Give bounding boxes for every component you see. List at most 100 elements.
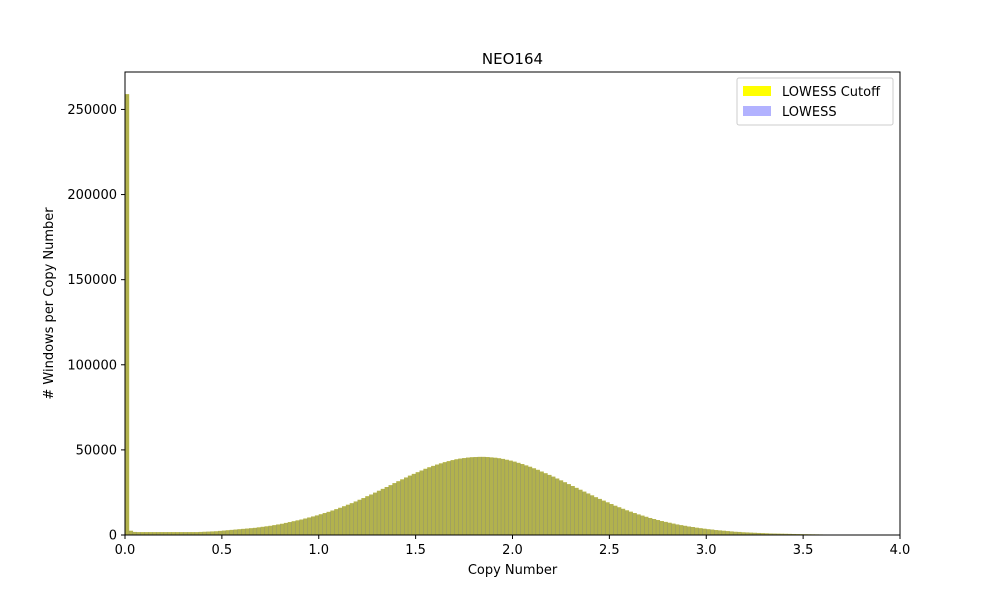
histogram-bar (605, 502, 610, 535)
histogram-bar (586, 493, 591, 535)
histogram-bar (574, 487, 579, 535)
histogram-bar (454, 459, 459, 535)
histogram-bar (671, 523, 676, 535)
histogram-bar (225, 530, 230, 535)
histogram-bar (342, 506, 347, 535)
histogram-bar (404, 477, 409, 535)
histogram-bar (655, 520, 661, 535)
histogram-bar (156, 532, 161, 535)
histogram-bar (791, 533, 796, 535)
histogram-bar (291, 521, 296, 535)
histogram-bar (276, 524, 281, 535)
x-tick-label: 1.0 (308, 543, 329, 558)
histogram-bar (497, 458, 502, 535)
histogram-bar (167, 532, 172, 535)
histogram-bar (582, 491, 587, 535)
histogram-bar (148, 532, 153, 535)
histogram-bar (605, 502, 610, 535)
histogram-bar (411, 473, 416, 535)
histogram-bar (287, 522, 292, 535)
histogram-bar (233, 529, 238, 535)
histogram-bar (214, 531, 219, 535)
histogram-bar (725, 531, 730, 535)
histogram-bar (206, 531, 211, 535)
histogram-bar (621, 508, 626, 535)
histogram-bar (477, 456, 482, 535)
y-tick-label: 250000 (67, 103, 117, 118)
histogram-bar (779, 533, 785, 535)
histogram-bar (768, 533, 773, 535)
x-axis: 0.0 0.5 1.0 1.5 2.0 2.5 3.0 3.5 4.0 (115, 535, 911, 558)
histogram-bar (733, 531, 738, 535)
histogram-bar (376, 490, 382, 535)
histogram-bar (497, 458, 502, 535)
histogram-bar (675, 524, 680, 535)
histogram-bar (531, 468, 537, 535)
histogram-bar (365, 496, 370, 535)
histogram-bar (659, 521, 664, 535)
histogram-bar (450, 460, 455, 535)
histogram-bar (187, 532, 192, 535)
histogram-bar (578, 489, 583, 535)
histogram-bar (535, 469, 540, 535)
histogram-bar (311, 516, 316, 535)
histogram-bar (245, 528, 250, 535)
histogram-bar (756, 532, 761, 535)
histogram-bar (597, 498, 602, 535)
histogram-bar (783, 533, 788, 535)
y-tick-label: 100000 (67, 358, 117, 373)
x-tick-label: 1.5 (405, 543, 426, 558)
histogram-bar (683, 525, 688, 535)
x-tick-label: 0.0 (115, 543, 136, 558)
histogram-bar (233, 529, 238, 535)
histogram-bar (547, 474, 552, 535)
histogram-bar (144, 532, 149, 535)
histogram-bar (485, 457, 490, 535)
histogram-bar (648, 517, 653, 535)
histogram-bar (194, 532, 199, 535)
histogram-bar (218, 530, 223, 535)
histogram-bar (663, 521, 668, 535)
x-tick-label: 4.0 (890, 543, 911, 558)
histogram-bar (229, 529, 234, 535)
histogram-bar (694, 527, 699, 535)
histogram-bar (776, 533, 781, 535)
histogram-bar (446, 461, 451, 535)
histogram-bar (516, 462, 521, 535)
histogram-bar (698, 528, 703, 535)
histogram-bar (729, 531, 734, 535)
histogram-bar (198, 531, 203, 535)
histogram-bar (427, 467, 432, 535)
histogram-bar (779, 533, 785, 535)
x-tick-label: 3.0 (696, 543, 717, 558)
histogram-bar (361, 498, 366, 535)
histogram-bar (481, 456, 486, 535)
histogram-bar (714, 530, 719, 535)
histogram-bar (152, 532, 157, 535)
histogram-bar (252, 527, 258, 535)
histogram-bar (221, 530, 227, 535)
histogram-bar (392, 483, 397, 535)
histogram-bar (609, 504, 614, 535)
bars-layer (125, 94, 901, 535)
histogram-bar (504, 459, 509, 535)
chart-title: NEO164 (482, 50, 543, 68)
histogram-bar (175, 532, 180, 535)
histogram-bar (706, 529, 711, 535)
histogram-bar (183, 532, 188, 535)
histogram-bar (741, 532, 746, 535)
histogram-bar (140, 532, 145, 535)
histogram-bar (528, 466, 533, 535)
histogram-bar (318, 514, 323, 535)
x-tick-label: 2.5 (599, 543, 620, 558)
histogram-bar (473, 457, 478, 535)
histogram-bar (590, 495, 595, 535)
histogram-bar (462, 458, 467, 535)
histogram-bar (787, 533, 792, 535)
histogram-bar (617, 507, 622, 535)
histogram-bar (721, 530, 726, 535)
histogram-bar (694, 527, 699, 535)
histogram-bar (508, 460, 513, 535)
histogram-bar (791, 533, 796, 535)
histogram-bar (717, 530, 723, 535)
